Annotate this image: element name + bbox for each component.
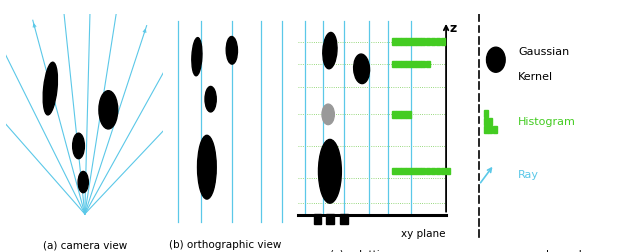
Bar bbox=[421, 39, 426, 46]
Text: legend: legend bbox=[546, 249, 582, 252]
Text: Ray: Ray bbox=[518, 169, 539, 179]
Bar bbox=[484, 111, 488, 118]
Bar bbox=[406, 62, 411, 68]
Ellipse shape bbox=[226, 37, 237, 65]
Bar bbox=[401, 168, 406, 175]
Ellipse shape bbox=[323, 33, 337, 70]
Text: xy plane: xy plane bbox=[401, 228, 445, 238]
Bar bbox=[488, 126, 492, 133]
Ellipse shape bbox=[198, 136, 216, 199]
Bar bbox=[401, 39, 406, 46]
Bar bbox=[416, 168, 420, 175]
Bar bbox=[396, 112, 401, 118]
Text: Kernel: Kernel bbox=[518, 71, 553, 81]
Bar bbox=[421, 62, 426, 68]
Bar bbox=[441, 168, 445, 175]
Bar bbox=[436, 39, 440, 46]
Ellipse shape bbox=[78, 172, 88, 193]
Ellipse shape bbox=[43, 63, 58, 115]
Bar bbox=[392, 168, 396, 175]
Text: (a) camera view: (a) camera view bbox=[43, 239, 127, 249]
Bar bbox=[314, 214, 321, 224]
Bar bbox=[401, 62, 406, 68]
Text: (b) orthographic view: (b) orthographic view bbox=[170, 239, 282, 249]
Bar bbox=[396, 168, 401, 175]
Bar bbox=[412, 39, 415, 46]
Ellipse shape bbox=[322, 105, 334, 125]
Text: Histogram: Histogram bbox=[518, 117, 576, 127]
Text: Gaussian: Gaussian bbox=[518, 46, 569, 56]
Ellipse shape bbox=[99, 91, 118, 130]
Bar bbox=[426, 168, 431, 175]
Bar bbox=[412, 62, 415, 68]
Bar bbox=[431, 39, 435, 46]
Bar bbox=[426, 62, 431, 68]
Bar bbox=[484, 126, 488, 133]
Ellipse shape bbox=[205, 87, 216, 112]
Bar bbox=[416, 62, 420, 68]
Bar bbox=[392, 112, 396, 118]
Bar bbox=[326, 214, 334, 224]
Bar bbox=[406, 39, 411, 46]
Circle shape bbox=[486, 48, 505, 73]
Bar bbox=[416, 39, 420, 46]
Bar bbox=[436, 168, 440, 175]
Text: z: z bbox=[450, 22, 457, 35]
Bar bbox=[412, 168, 415, 175]
Bar bbox=[396, 62, 401, 68]
Bar bbox=[406, 112, 411, 118]
Bar bbox=[426, 39, 431, 46]
Bar bbox=[392, 62, 396, 68]
Bar bbox=[340, 214, 348, 224]
Ellipse shape bbox=[73, 134, 84, 159]
Bar bbox=[493, 126, 497, 133]
Ellipse shape bbox=[354, 55, 369, 84]
Ellipse shape bbox=[319, 140, 341, 203]
Bar bbox=[401, 112, 406, 118]
Bar bbox=[484, 118, 488, 125]
Bar bbox=[392, 39, 396, 46]
Bar bbox=[488, 118, 492, 125]
Bar bbox=[431, 168, 435, 175]
Bar bbox=[396, 39, 401, 46]
Ellipse shape bbox=[192, 39, 202, 76]
Bar bbox=[445, 168, 450, 175]
Bar bbox=[421, 168, 426, 175]
Text: (c) splatting: (c) splatting bbox=[330, 249, 393, 252]
Bar bbox=[441, 39, 445, 46]
Bar bbox=[406, 168, 411, 175]
